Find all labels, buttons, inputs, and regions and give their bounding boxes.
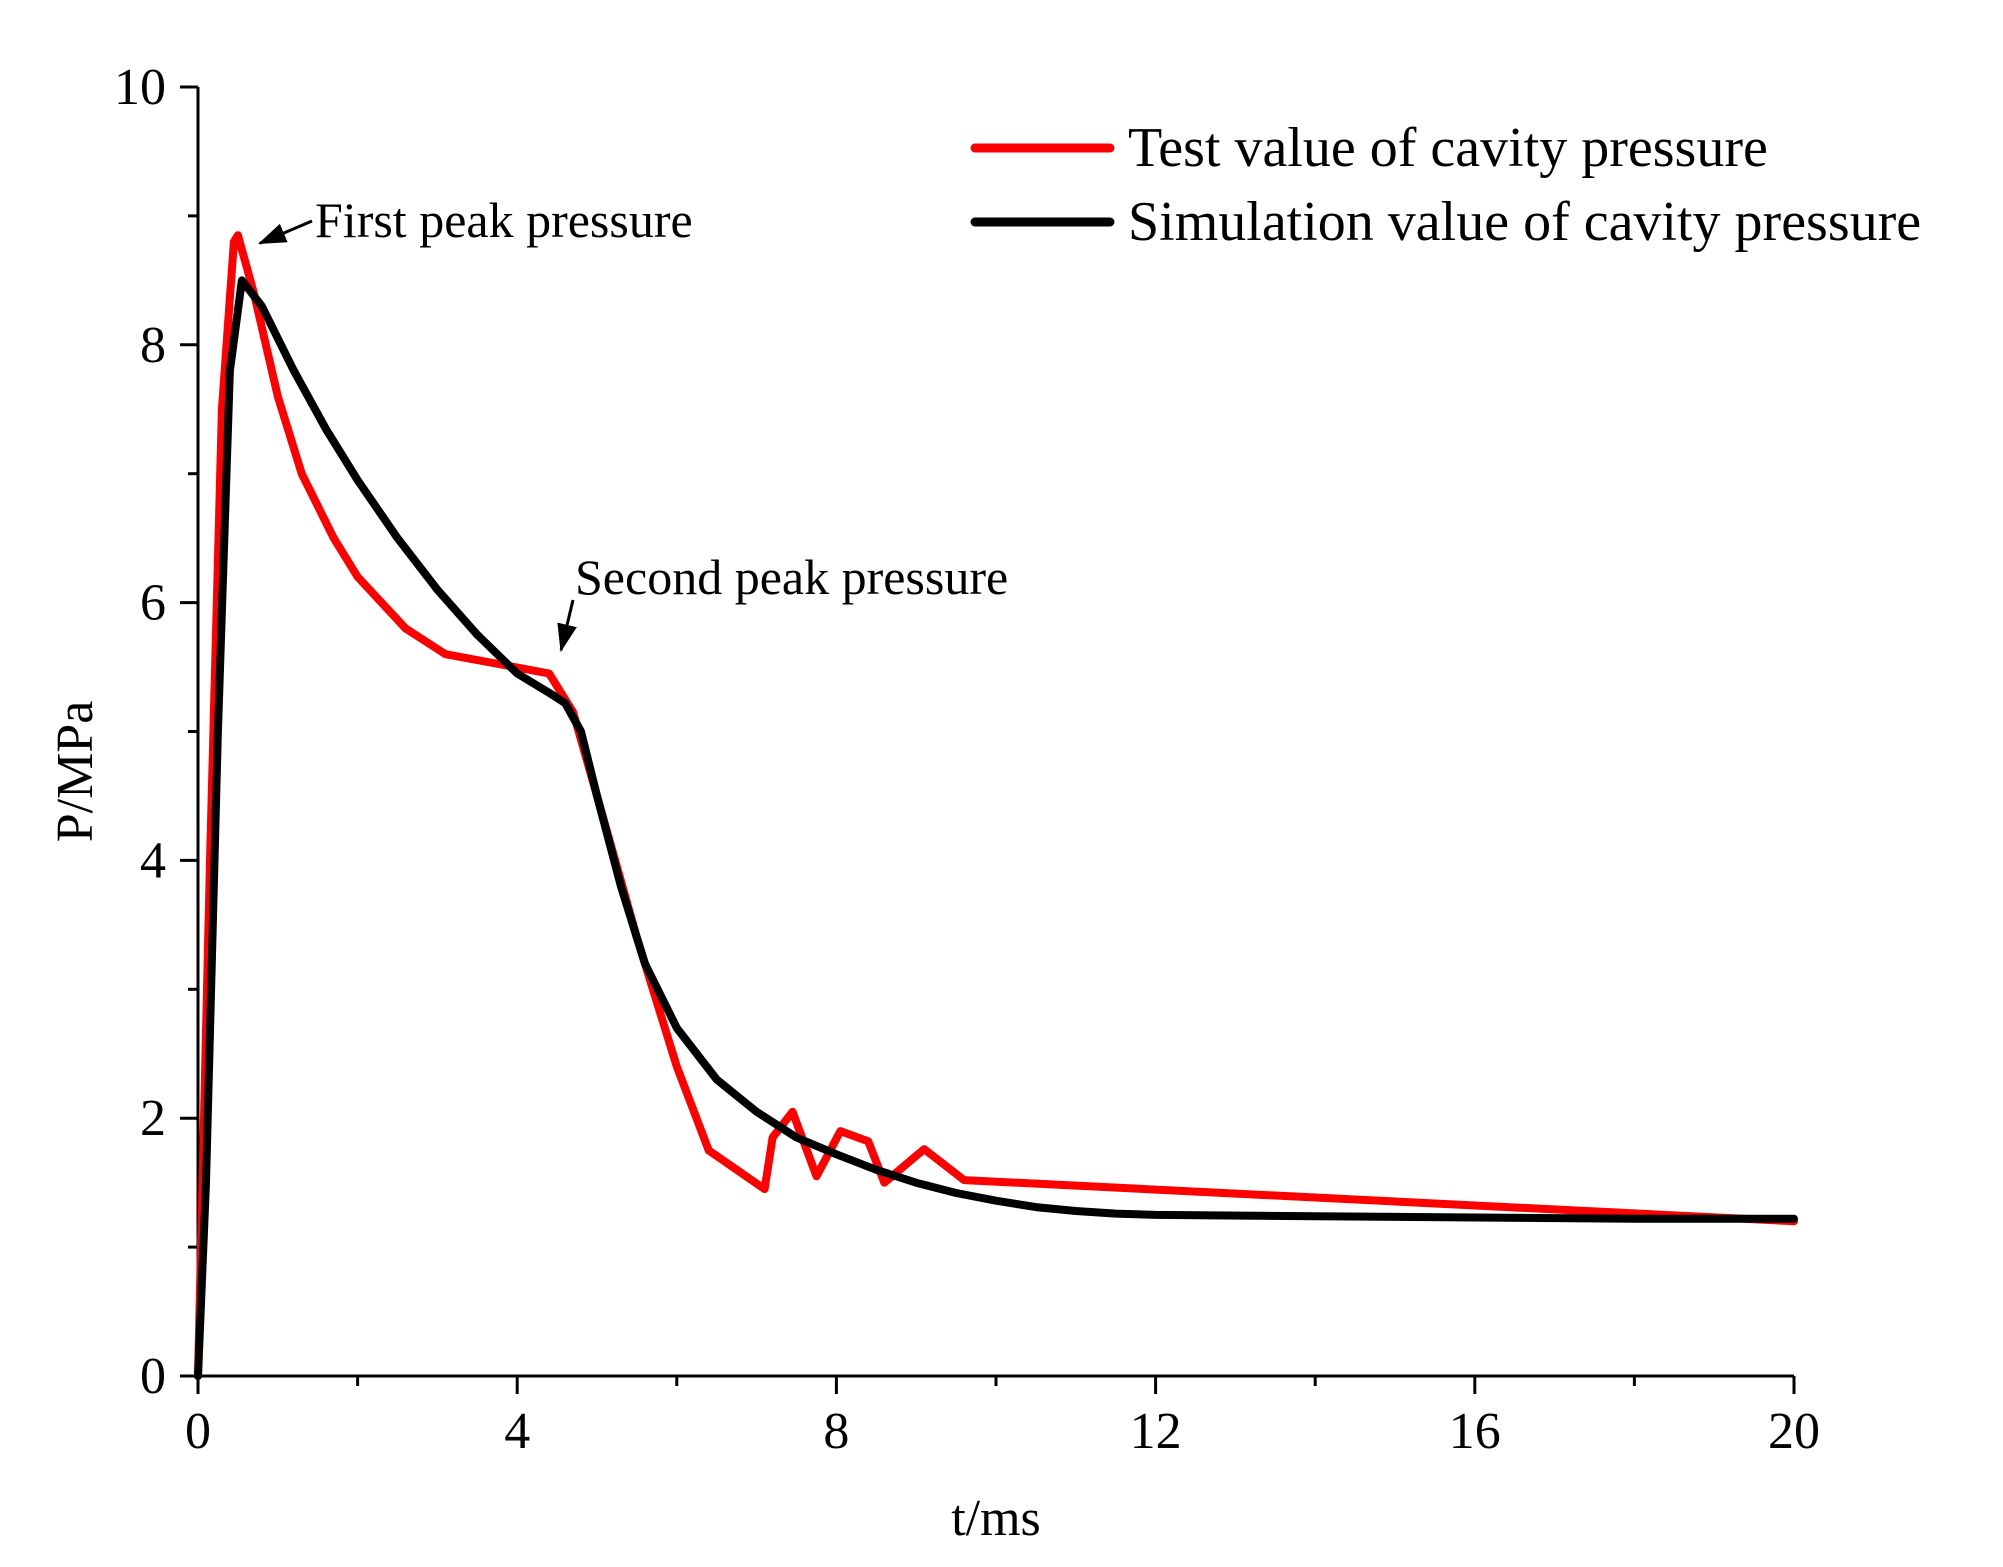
legend: Test value of cavity pressure Simulation … [970, 117, 1921, 253]
ticks [180, 85, 1796, 1394]
series-group [194, 231, 1798, 1380]
simulation-value-series-line [194, 276, 1798, 1380]
annotations: First peak pressure Second peak pressure [258, 192, 1008, 653]
second-peak-arrow [557, 599, 577, 653]
x-tick-label: 12 [1130, 1403, 1182, 1460]
second-peak-annotation: Second peak pressure [575, 549, 1008, 605]
y-tick-label: 10 [114, 59, 166, 116]
y-axis-title: P/MPa [47, 701, 104, 843]
y-tick-label: 8 [140, 317, 166, 374]
y-tick-label: 2 [140, 1090, 166, 1147]
legend-label-test: Test value of cavity pressure [1128, 117, 1768, 179]
x-axis-title: t/ms [951, 1490, 1041, 1547]
first-peak-annotation: First peak pressure [315, 192, 693, 248]
test-value-series-line [194, 231, 1798, 1380]
tick-labels: 0 4 8 12 16 20 0 2 4 6 8 10 [114, 59, 1820, 1460]
x-tick-label: 16 [1449, 1403, 1501, 1460]
y-tick-label: 0 [140, 1348, 166, 1405]
y-tick-label: 4 [140, 832, 166, 889]
legend-label-simulation: Simulation value of cavity pressure [1128, 191, 1921, 253]
x-tick-label: 4 [504, 1403, 530, 1460]
x-tick-label: 20 [1768, 1403, 1820, 1460]
x-tick-label: 0 [185, 1403, 211, 1460]
x-tick-label: 8 [823, 1403, 849, 1460]
first-peak-arrow [258, 219, 313, 245]
y-tick-label: 6 [140, 575, 166, 632]
